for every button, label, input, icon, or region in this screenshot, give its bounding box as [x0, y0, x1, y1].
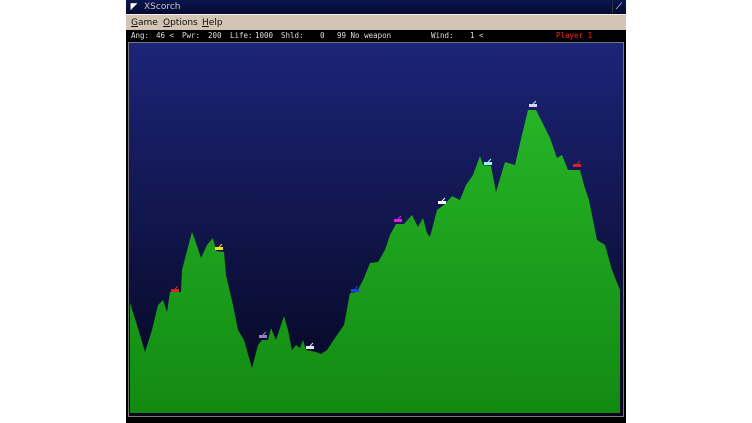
power-label: Pwr:: [182, 31, 201, 40]
tank-body: [351, 289, 359, 292]
playfield-canvas[interactable]: [129, 43, 623, 416]
tank-body: [306, 346, 314, 349]
menu-game[interactable]: Game: [131, 18, 158, 28]
window-menu-icon[interactable]: ◤: [130, 2, 138, 12]
tank: [306, 342, 314, 349]
angle-value: 46 <: [156, 31, 175, 40]
tank: [529, 100, 537, 107]
tank-body: [394, 219, 402, 222]
tank-turret: [576, 160, 581, 165]
tank: [394, 215, 402, 222]
tank-turret: [397, 215, 402, 220]
weapon-value: 99 No weapon: [337, 31, 392, 40]
tank-turret: [309, 342, 314, 347]
power-value: 200: [208, 31, 222, 40]
angle-label: Ang:: [131, 31, 150, 40]
tank: [438, 197, 446, 204]
wind-value: 1 <: [470, 31, 484, 40]
playfield[interactable]: [128, 42, 624, 417]
tank: [484, 158, 492, 165]
window-title: XScorch: [144, 2, 181, 12]
life-label: Life:: [230, 31, 253, 40]
menu-bar: Game Options Help: [126, 14, 626, 30]
tank-body: [259, 335, 267, 338]
wind-label: Wind:: [431, 31, 454, 40]
tank-turret: [487, 158, 492, 163]
tank-body: [215, 247, 223, 250]
tank-turret: [441, 197, 446, 202]
life-value: 1000: [255, 31, 274, 40]
tank-turret: [218, 243, 223, 248]
tank-body: [529, 104, 537, 107]
tank-body: [484, 162, 492, 165]
menu-help[interactable]: Help: [202, 18, 223, 28]
tank: [573, 160, 581, 167]
tank-turret: [354, 285, 359, 290]
shield-value: 0: [320, 31, 325, 40]
resize-icon[interactable]: ⟋: [612, 1, 625, 13]
tank-body: [438, 201, 446, 204]
tank-body: [573, 164, 581, 167]
title-bar[interactable]: ◤ XScorch ⟋: [126, 0, 626, 14]
tank: [259, 331, 267, 338]
tank: [351, 285, 359, 292]
xscorch-window: ◤ XScorch ⟋ Game Options Help Ang: 46 < …: [126, 0, 626, 423]
tank-turret: [174, 285, 179, 290]
tank-turret: [262, 331, 267, 336]
terrain: [130, 110, 620, 413]
shield-label: Shld:: [281, 31, 304, 40]
tank-body: [171, 289, 179, 292]
tank: [215, 243, 223, 250]
current-player: Player 1: [556, 31, 593, 40]
menu-options[interactable]: Options: [163, 18, 198, 28]
status-bar: Ang: 46 < Pwr: 200 Life: 1000 Shld: 0 99…: [126, 30, 626, 42]
tank-turret: [532, 100, 537, 105]
tank: [171, 285, 179, 292]
